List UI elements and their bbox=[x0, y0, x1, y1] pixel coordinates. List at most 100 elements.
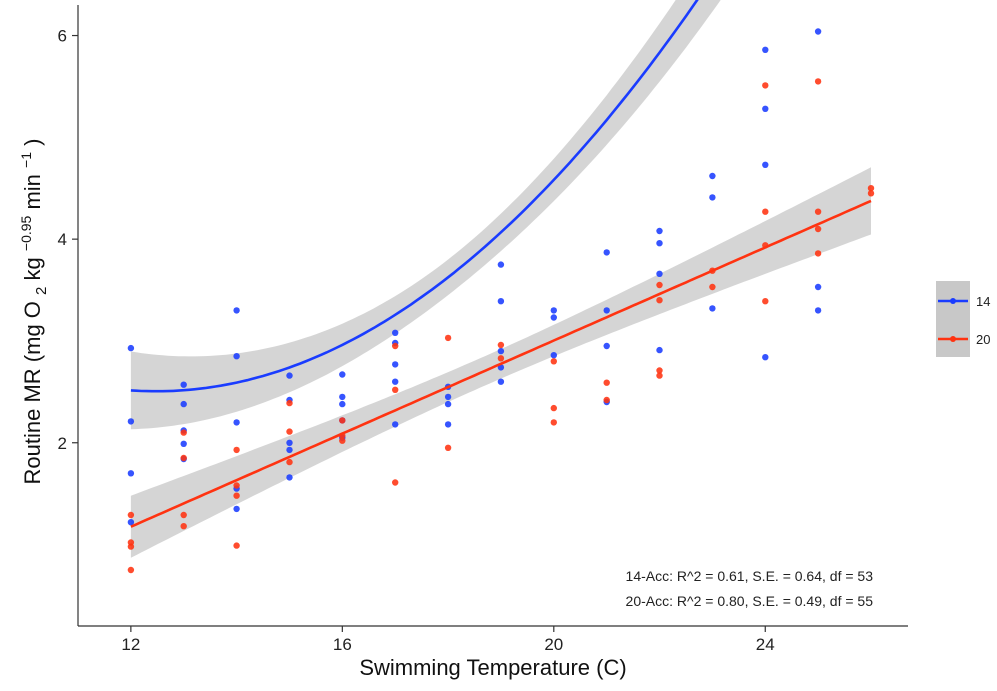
data-point-20 bbox=[127, 543, 135, 550]
legend-label-14: 14 bbox=[976, 294, 990, 309]
x-tick-label: 12 bbox=[121, 635, 140, 654]
data-point-14 bbox=[762, 161, 769, 168]
data-point-20 bbox=[180, 454, 187, 462]
y-axis-title-sub: 2 bbox=[33, 287, 50, 295]
fit-line-14 bbox=[130, 0, 699, 393]
data-point-20 bbox=[762, 208, 769, 215]
data-point-20 bbox=[392, 479, 399, 486]
x-tick-label: 24 bbox=[756, 635, 775, 654]
data-point-20 bbox=[339, 417, 346, 424]
legend-label-20: 20 bbox=[976, 332, 990, 347]
data-point-14 bbox=[497, 378, 505, 385]
data-point-20 bbox=[180, 429, 187, 436]
data-point-14 bbox=[180, 381, 187, 388]
data-point-14 bbox=[497, 261, 505, 268]
data-point-14 bbox=[444, 400, 452, 408]
data-point-20 bbox=[550, 419, 557, 426]
data-point-14 bbox=[392, 378, 399, 385]
data-point-14 bbox=[762, 46, 769, 53]
x-axis-title: Swimming Temperature (C) bbox=[359, 655, 626, 680]
data-point-20 bbox=[233, 482, 240, 489]
legend: 14 20 bbox=[936, 281, 990, 357]
data-point-14 bbox=[550, 314, 557, 321]
data-point-14 bbox=[339, 393, 346, 401]
data-point-14 bbox=[444, 421, 452, 428]
data-point-14 bbox=[603, 249, 610, 256]
data-point-14 bbox=[762, 354, 769, 361]
y-axis-title-main: Routine MR bbox=[20, 368, 45, 484]
data-point-20 bbox=[127, 566, 135, 574]
data-point-14 bbox=[603, 307, 610, 314]
data-point-14 bbox=[339, 400, 346, 408]
data-point-20 bbox=[814, 225, 822, 233]
data-point-20 bbox=[127, 511, 135, 519]
data-point-14 bbox=[550, 307, 557, 314]
data-point-14 bbox=[180, 440, 187, 447]
data-point-14 bbox=[656, 227, 663, 235]
y-tick-label: 2 bbox=[58, 434, 67, 453]
data-point-20 bbox=[867, 190, 875, 197]
data-point-14 bbox=[233, 353, 240, 360]
data-point-20 bbox=[233, 446, 240, 454]
y-axis-title: Routine MR (mg O 2 kg −0.95 min −1 ) bbox=[11, 139, 51, 485]
data-point-20 bbox=[497, 341, 505, 349]
data-point-14 bbox=[497, 347, 505, 355]
annotation-14-acc: 14-Acc: R^2 = 0.61, S.E. = 0.64, df = 53 bbox=[626, 568, 874, 584]
data-point-14 bbox=[286, 446, 293, 454]
data-point-14 bbox=[286, 439, 293, 446]
data-point-20 bbox=[286, 458, 293, 466]
data-point-20 bbox=[392, 342, 399, 350]
data-point-14 bbox=[233, 505, 240, 513]
annotation-20-acc: 20-Acc: R^2 = 0.80, S.E. = 0.49, df = 55 bbox=[626, 593, 874, 609]
data-point-14 bbox=[392, 361, 399, 368]
data-point-20 bbox=[709, 283, 716, 291]
legend-dot-20 bbox=[950, 336, 956, 342]
y-axis-title-units-close: ) bbox=[20, 139, 45, 146]
y-axis-title-sup2: −1 bbox=[18, 152, 34, 168]
data-point-20 bbox=[814, 208, 822, 215]
data-point-20 bbox=[392, 386, 399, 393]
data-point-14 bbox=[709, 305, 716, 312]
data-point-20 bbox=[656, 367, 663, 374]
x-axis-ticks: 12 16 20 24 bbox=[121, 626, 775, 654]
data-point-20 bbox=[603, 396, 610, 404]
data-point-14 bbox=[127, 418, 135, 425]
data-point-20 bbox=[656, 372, 663, 379]
data-point-14 bbox=[603, 342, 610, 350]
data-point-14 bbox=[233, 419, 240, 426]
confidence-bands bbox=[130, 0, 871, 558]
data-point-14 bbox=[709, 194, 716, 201]
data-point-20 bbox=[180, 523, 187, 530]
data-point-20 bbox=[603, 379, 610, 386]
y-axis-title-kg: kg bbox=[20, 257, 45, 280]
y-tick-label: 6 bbox=[58, 27, 67, 46]
data-point-14 bbox=[233, 307, 240, 314]
y-axis-title-sup1: −0.95 bbox=[18, 215, 34, 251]
data-point-20 bbox=[286, 399, 293, 407]
data-point-14 bbox=[814, 307, 822, 314]
data-point-14 bbox=[656, 240, 663, 247]
data-point-14 bbox=[497, 298, 505, 305]
data-point-14 bbox=[339, 371, 346, 378]
data-point-20 bbox=[814, 250, 822, 257]
data-point-20 bbox=[497, 355, 505, 362]
fit-lines bbox=[130, 0, 872, 528]
data-point-14 bbox=[814, 283, 822, 291]
data-point-14 bbox=[392, 329, 399, 336]
data-point-20 bbox=[233, 542, 240, 549]
data-point-20 bbox=[233, 492, 240, 499]
data-point-20 bbox=[550, 404, 557, 412]
y-axis-ticks: 2 4 6 bbox=[58, 27, 78, 453]
data-point-20 bbox=[444, 444, 452, 451]
data-point-14 bbox=[180, 400, 187, 408]
y-axis-title-units-open: (mg O bbox=[20, 301, 45, 362]
data-point-20 bbox=[656, 297, 663, 304]
data-point-14 bbox=[286, 372, 293, 379]
data-point-20 bbox=[814, 78, 822, 85]
y-axis-title-min: min bbox=[20, 174, 45, 209]
data-point-20 bbox=[550, 358, 557, 365]
data-point-14 bbox=[762, 105, 769, 113]
data-point-14 bbox=[550, 352, 557, 359]
data-point-20 bbox=[444, 334, 452, 342]
